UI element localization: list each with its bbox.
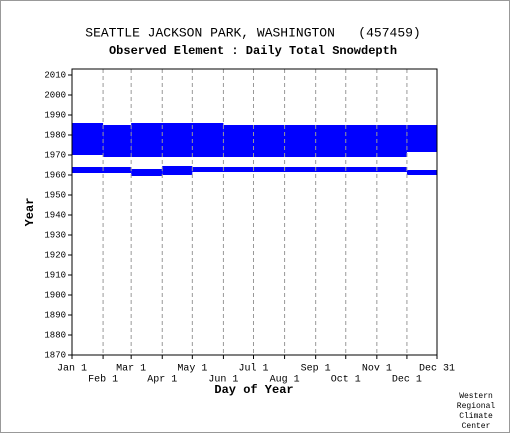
credit: Center — [462, 422, 491, 431]
chart-subtitle: Observed Element : Daily Total Snowdepth — [109, 44, 397, 58]
y-tick-label: 2000 — [44, 90, 66, 100]
y-tick-label: 1930 — [44, 230, 66, 240]
data-range — [406, 125, 437, 152]
data-range — [223, 125, 407, 157]
credit: Regional — [457, 402, 496, 411]
y-tick-label: 1940 — [44, 210, 66, 220]
y-tick-label: 1880 — [44, 330, 66, 340]
data-range — [131, 169, 163, 176]
y-tick-label: 1980 — [44, 130, 66, 140]
data-range — [131, 123, 224, 157]
x-tick-label: Feb 1 — [88, 374, 118, 386]
data-range — [72, 167, 132, 173]
credit: Climate — [459, 412, 493, 421]
y-tick-label: 1870 — [44, 350, 66, 360]
x-tick-label: Mar 1 — [116, 364, 146, 375]
x-tick-label: Jan 1 — [57, 364, 87, 375]
y-tick-label: 1900 — [44, 290, 66, 300]
x-tick-label: Dec 1 — [392, 375, 422, 386]
y-tick-label: 1960 — [44, 170, 66, 180]
data-range — [192, 167, 407, 172]
x-tick-label: Nov 1 — [362, 364, 392, 375]
x-axis-label: Day of Year — [214, 383, 293, 397]
y-tick-label: 1910 — [44, 270, 66, 280]
y-tick-label: 1970 — [44, 150, 66, 160]
x-tick-label: Sep 1 — [301, 364, 331, 375]
y-tick-label: 1990 — [44, 110, 66, 120]
data-range — [406, 170, 437, 175]
y-tick-label: 2010 — [44, 70, 66, 80]
x-tick-label: May 1 — [177, 364, 207, 375]
x-tick-label: Oct 1 — [331, 375, 361, 386]
x-tick-label: Dec 31 — [419, 364, 455, 375]
y-axis-label: Year — [23, 198, 37, 227]
data-range — [103, 125, 132, 157]
plot-border — [71, 68, 438, 356]
y-tick-label: 1920 — [44, 250, 66, 260]
credit: Western — [459, 392, 493, 401]
x-tick-label: Jul 1 — [238, 363, 268, 375]
x-tick-label: Jun 1 — [208, 375, 238, 386]
x-tick-label: Aug 1 — [270, 375, 300, 386]
x-tick-label: Apr 1 — [147, 375, 177, 386]
data-range — [72, 123, 104, 155]
chart-title: SEATTLE JACKSON PARK, WASHINGTON (457459… — [85, 25, 420, 40]
y-tick-label: 1950 — [44, 190, 66, 200]
y-tick-label: 1890 — [44, 310, 66, 320]
data-range — [162, 166, 193, 175]
